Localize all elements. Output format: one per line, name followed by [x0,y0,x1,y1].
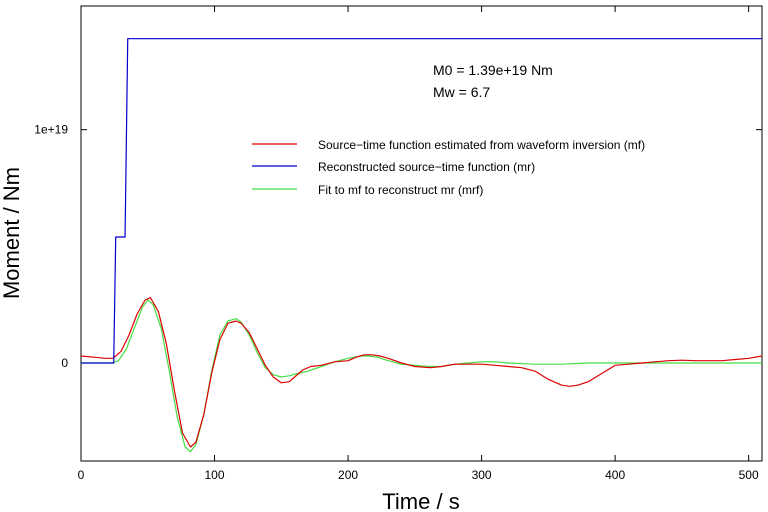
annotation-mw: Mw = 6.7 [433,84,490,100]
axis-ticks [80,6,762,461]
annotation-m0: M0 = 1.39e+19 Nm [433,62,553,78]
x-tick-label: 300 [472,468,492,482]
y-tick-label: 0 [61,356,68,370]
x-axis-title: Time / s [382,489,459,512]
legend: Source−time function estimated from wave… [252,138,645,197]
series-mrf-line [81,299,762,453]
legend-label-mr: Reconstructed source−time function (mr) [318,160,535,174]
legend-label-mf: Source−time function estimated from wave… [318,138,645,152]
series-mr-line [81,38,762,364]
x-tick-label: 100 [205,468,225,482]
legend-label-mrf: Fit to mf to reconstruct mr (mrf) [318,183,483,197]
series-group [80,38,763,453]
y-axis-title: Moment / Nm [0,167,24,299]
y-tick-label: 1e+19 [34,123,68,137]
tick-labels: 0 100 200 300 400 500 0 1e+19 [34,123,759,482]
x-tick-label: 200 [338,468,358,482]
x-tick-label: 0 [78,468,85,482]
plot-frame [80,5,763,462]
x-tick-label: 500 [739,468,759,482]
series-mf-line [80,297,763,448]
x-tick-label: 400 [605,468,625,482]
